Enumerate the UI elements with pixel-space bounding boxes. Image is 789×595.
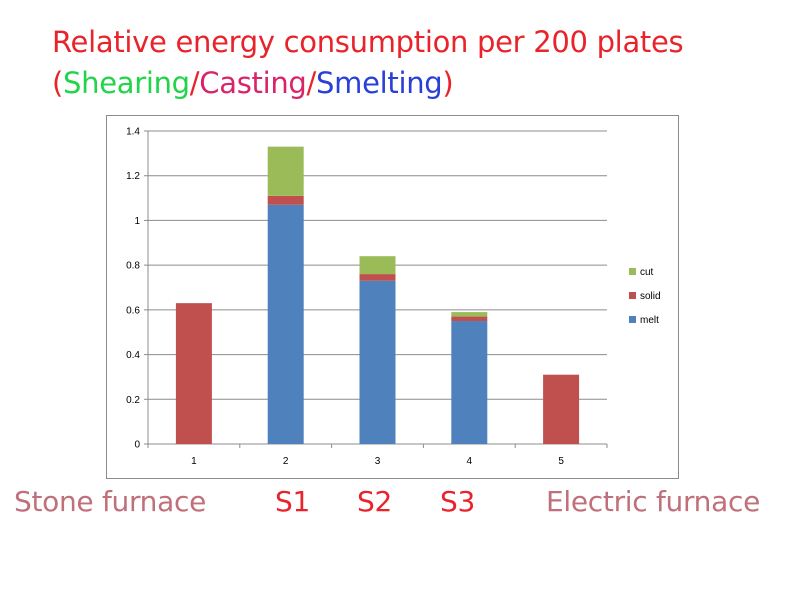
label-electric-furnace: Electric furnace [546,485,761,518]
x-tick-label: 4 [467,456,473,467]
legend-label-solid: solid [640,291,661,302]
label-s1: S1 [275,485,310,518]
bar-cut [267,146,304,196]
legend-swatch-cut [629,268,636,275]
subtitle-slash-2: / [306,66,317,100]
chart-title: Relative energy consumption per 200 plat… [52,25,684,59]
bar-cut [359,256,396,275]
y-tick-label: 1.2 [126,171,140,182]
legend-swatch-melt [629,316,636,323]
bar-melt [359,280,396,444]
bar-melt [451,321,488,444]
legend-label-cut: cut [640,267,654,278]
subtitle-slash-1: / [189,66,200,100]
y-tick-label: 0.4 [126,350,140,361]
y-tick-label: 0.2 [126,395,140,406]
label-s2: S2 [357,485,392,518]
bar-melt [267,204,304,444]
bar-solid [267,195,304,205]
y-tick-label: 1.4 [126,127,140,138]
chart-area: 0 0.2 0.4 0.6 0.8 1 1.2 1.4 1 2 3 4 5 cut solid melt [106,115,679,479]
legend-label-melt: melt [640,315,659,326]
bar-solid [451,316,488,322]
subtitle-smelting: Smelting [316,66,443,100]
bar-cut [451,312,488,317]
y-tick-label: 0.8 [126,261,140,272]
label-s3: S3 [440,485,475,518]
bar-solid [175,303,212,444]
x-tick-label: 5 [558,456,564,467]
bar-solid [543,374,580,444]
x-tick-label: 1 [191,456,197,467]
x-tick-label: 3 [375,456,381,467]
y-tick-label: 0 [134,440,140,451]
subtitle-open-paren: ( [52,66,64,100]
bar-solid [359,274,396,281]
subtitle-close-paren: ) [442,66,454,100]
label-stone-furnace: Stone furnace [14,485,207,518]
legend-swatch-solid [629,292,636,299]
subtitle-shearing: Shearing [63,66,190,100]
y-tick-label: 0.6 [126,305,140,316]
x-tick-label: 2 [283,456,289,467]
stacked-bar-chart: 0 0.2 0.4 0.6 0.8 1 1.2 1.4 1 2 3 4 5 cut solid melt [126,127,661,468]
y-tick-label: 1 [134,216,140,227]
subtitle-casting: Casting [199,66,307,100]
chart-subtitle: (Shearing/Casting/Smelting) [52,66,454,100]
